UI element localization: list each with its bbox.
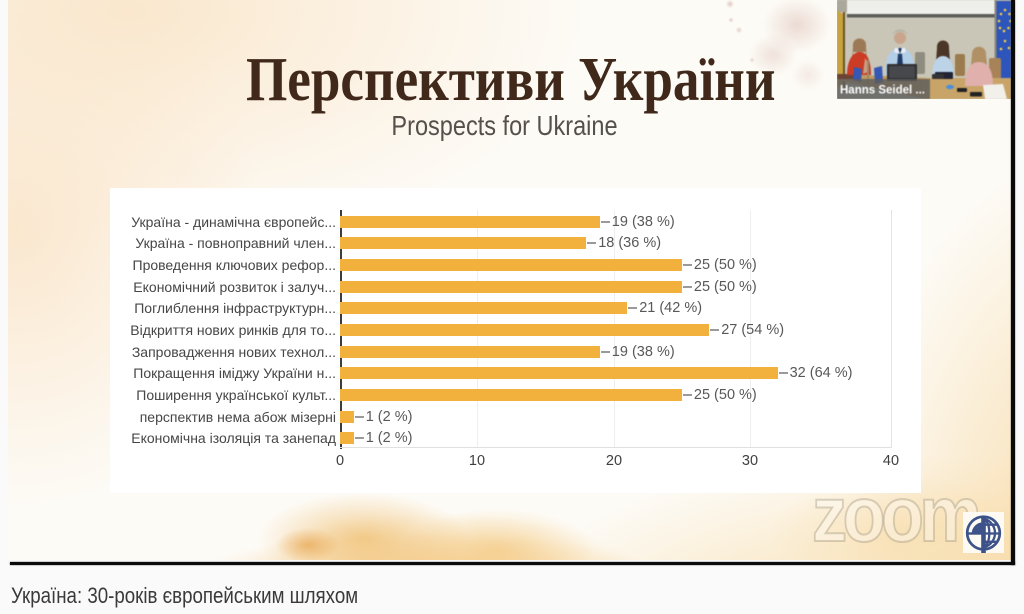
svg-text:Hanns Seidel ...: Hanns Seidel ... [840, 85, 925, 97]
